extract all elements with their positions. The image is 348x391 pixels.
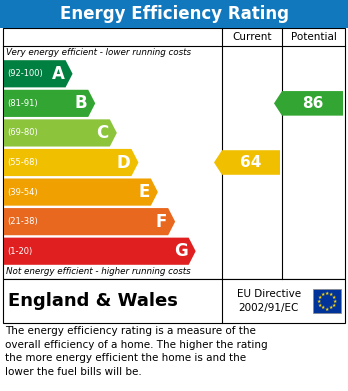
Text: ★: ★ bbox=[329, 305, 333, 310]
Bar bbox=[313, 289, 341, 313]
Text: D: D bbox=[117, 154, 130, 172]
Text: A: A bbox=[52, 65, 65, 83]
Bar bbox=[3, 279, 345, 323]
Text: ★: ★ bbox=[321, 292, 325, 296]
Polygon shape bbox=[214, 150, 280, 175]
Text: E: E bbox=[139, 183, 150, 201]
Text: ★: ★ bbox=[317, 298, 321, 303]
Text: (81-91): (81-91) bbox=[7, 99, 38, 108]
Text: (21-38): (21-38) bbox=[7, 217, 38, 226]
Text: 86: 86 bbox=[302, 96, 323, 111]
Text: ★: ★ bbox=[332, 303, 336, 307]
Text: C: C bbox=[97, 124, 109, 142]
Polygon shape bbox=[274, 91, 343, 116]
Bar bbox=[3, 28, 345, 279]
Text: ★: ★ bbox=[329, 292, 333, 296]
Text: Energy Efficiency Rating: Energy Efficiency Rating bbox=[60, 5, 288, 23]
Text: England & Wales: England & Wales bbox=[8, 292, 178, 310]
Polygon shape bbox=[4, 90, 95, 117]
Text: EU Directive
2002/91/EC: EU Directive 2002/91/EC bbox=[237, 289, 301, 312]
Text: Current: Current bbox=[232, 32, 272, 42]
Polygon shape bbox=[4, 208, 175, 235]
Text: (69-80): (69-80) bbox=[7, 128, 38, 137]
Text: ★: ★ bbox=[325, 291, 329, 296]
Text: G: G bbox=[174, 242, 188, 260]
Text: Very energy efficient - lower running costs: Very energy efficient - lower running co… bbox=[6, 48, 191, 57]
Polygon shape bbox=[4, 119, 117, 147]
Polygon shape bbox=[4, 149, 139, 176]
Bar bbox=[0, 0, 348, 28]
Text: Not energy efficient - higher running costs: Not energy efficient - higher running co… bbox=[6, 267, 191, 276]
Text: 64: 64 bbox=[240, 155, 262, 170]
Text: The energy efficiency rating is a measure of the
overall efficiency of a home. T: The energy efficiency rating is a measur… bbox=[5, 326, 268, 377]
Text: ★: ★ bbox=[333, 298, 337, 303]
Polygon shape bbox=[4, 238, 196, 265]
Text: B: B bbox=[74, 94, 87, 112]
Text: F: F bbox=[156, 213, 167, 231]
Text: Potential: Potential bbox=[291, 32, 337, 42]
Text: (39-54): (39-54) bbox=[7, 188, 38, 197]
Text: ★: ★ bbox=[321, 305, 325, 310]
Text: ★: ★ bbox=[318, 303, 322, 307]
Text: (92-100): (92-100) bbox=[7, 69, 43, 78]
Text: ★: ★ bbox=[332, 294, 336, 300]
Polygon shape bbox=[4, 60, 73, 87]
Text: (1-20): (1-20) bbox=[7, 247, 32, 256]
Text: (55-68): (55-68) bbox=[7, 158, 38, 167]
Text: ★: ★ bbox=[318, 294, 322, 300]
Text: ★: ★ bbox=[325, 307, 329, 312]
Polygon shape bbox=[4, 178, 158, 206]
